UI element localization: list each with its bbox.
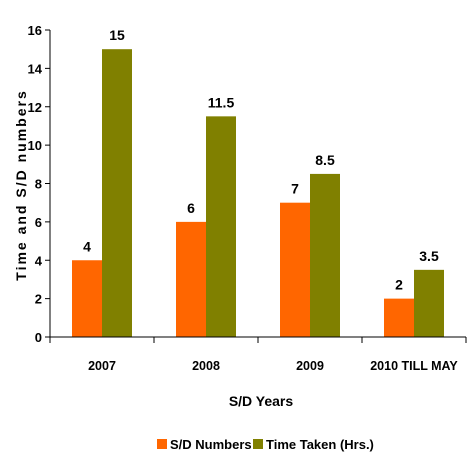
bar-time-taken	[310, 173, 340, 337]
x-category-label: 2009	[296, 359, 324, 373]
legend-label: Time Taken (Hrs.)	[266, 437, 374, 452]
data-label: 3.5	[419, 248, 439, 264]
x-axis-categories: 2007 2008 2009 2010 TILL MAY	[88, 359, 458, 373]
bar-sd-numbers	[176, 221, 206, 337]
bar-sd-numbers	[280, 202, 310, 337]
bar-sd-numbers	[72, 260, 102, 337]
y-tick-label: 12	[28, 100, 42, 115]
bars	[72, 49, 444, 337]
legend: S/D Numbers Time Taken (Hrs.)	[157, 437, 374, 452]
data-label: 6	[187, 200, 195, 216]
bar-time-taken	[206, 116, 236, 337]
y-tick-label: 16	[28, 23, 42, 38]
bar-time-taken	[414, 269, 444, 337]
legend-label: S/D Numbers	[170, 437, 252, 452]
bar-sd-numbers	[384, 298, 414, 337]
x-axis-title: S/D Years	[229, 393, 294, 409]
y-axis-ticks: 0 2 4 6 8 10 12 14 16	[28, 23, 50, 345]
bar-time-taken	[102, 49, 132, 337]
data-label: 2	[395, 277, 403, 293]
data-labels: 4 15 6 11.5 7 8.5 2 3.5	[83, 27, 439, 292]
x-category-label: 2010 TILL MAY	[370, 359, 458, 373]
x-category-label: 2007	[88, 359, 116, 373]
data-label: 7	[291, 181, 299, 197]
data-label: 15	[109, 27, 125, 43]
y-tick-label: 14	[28, 61, 43, 76]
y-tick-label: 8	[35, 177, 42, 192]
x-axis-dividers	[49, 337, 467, 343]
y-tick-label: 6	[35, 215, 42, 230]
legend-swatch	[157, 439, 167, 449]
y-axis-title: Time and S/D numbers	[13, 89, 29, 280]
x-category-label: 2008	[192, 359, 220, 373]
data-label: 8.5	[315, 152, 335, 168]
data-label: 4	[83, 238, 91, 254]
y-tick-label: 2	[35, 292, 42, 307]
y-tick-label: 4	[35, 253, 43, 268]
y-tick-label: 0	[35, 330, 42, 345]
y-tick-label: 10	[28, 138, 42, 153]
data-label: 11.5	[208, 94, 235, 110]
legend-swatch	[253, 439, 263, 449]
